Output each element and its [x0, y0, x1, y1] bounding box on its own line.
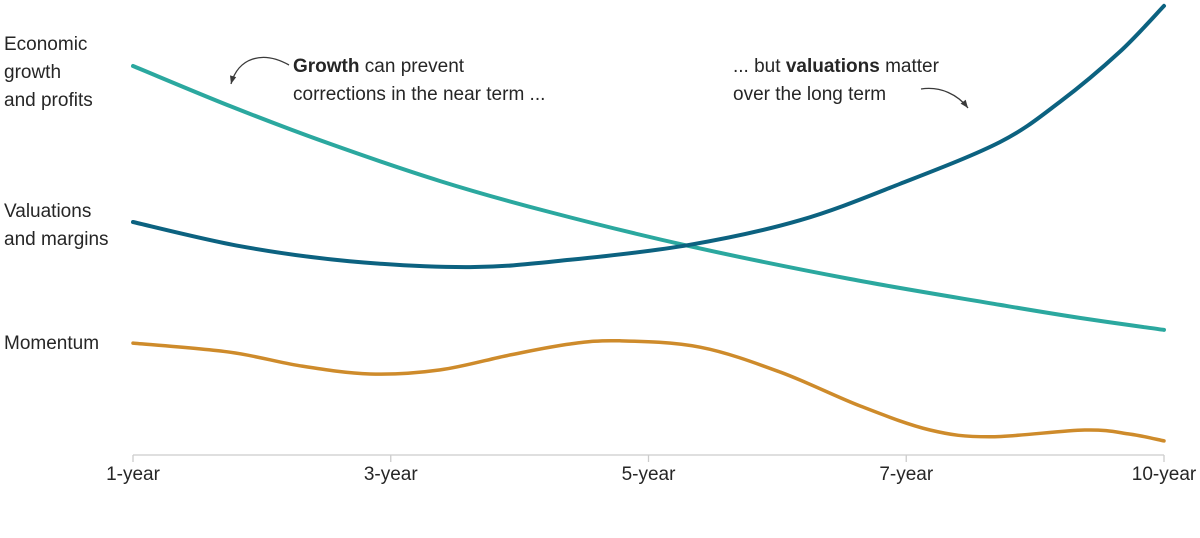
- annotation-growth-bold: Growth: [293, 56, 360, 77]
- annotation-growth-post: can prevent: [359, 56, 465, 77]
- annotation-arrows: [230, 56, 969, 109]
- annotation-growth-line2: corrections in the near term ...: [293, 84, 546, 105]
- annotation-growth-line1: Growth can prevent: [293, 53, 545, 81]
- x-axis-label: 5-year: [621, 464, 676, 485]
- series-line-valuations-and-margins: [131, 3, 1166, 270]
- series-line-momentum: [131, 338, 1166, 443]
- annotation-valuations-post: matter: [879, 56, 939, 77]
- series-lines: [131, 3, 1166, 443]
- series-label-momentum: Momentum: [4, 333, 100, 354]
- annotation-valuations: ... but valuations matter over the long …: [733, 53, 939, 109]
- x-axis-label: 1-year: [106, 464, 160, 485]
- annotation-growth: Growth can prevent corrections in the ne…: [293, 53, 545, 109]
- arrowhead-icon: [960, 99, 968, 108]
- x-axis-label: 10-year: [1131, 464, 1197, 485]
- series-label-economic-growth: Economic growth and profits: [4, 34, 93, 111]
- x-axis: [132, 454, 1165, 462]
- annotation-arrow-left: [230, 56, 290, 85]
- series-line-economic-growth-and-profits: [131, 64, 1166, 332]
- x-axis-label: 7-year: [879, 464, 934, 485]
- x-axis-label: 3-year: [363, 464, 418, 485]
- annotation-valuations-bold: valuations: [785, 56, 880, 77]
- annotation-valuations-line2: over the long term: [733, 84, 887, 105]
- annotation-valuations-pre: ... but: [733, 56, 786, 77]
- arrowhead-icon: [230, 75, 237, 84]
- annotation-valuations-line1: ... but valuations matter: [733, 53, 939, 81]
- series-label-valuations-margins: Valuations and margins: [4, 201, 109, 250]
